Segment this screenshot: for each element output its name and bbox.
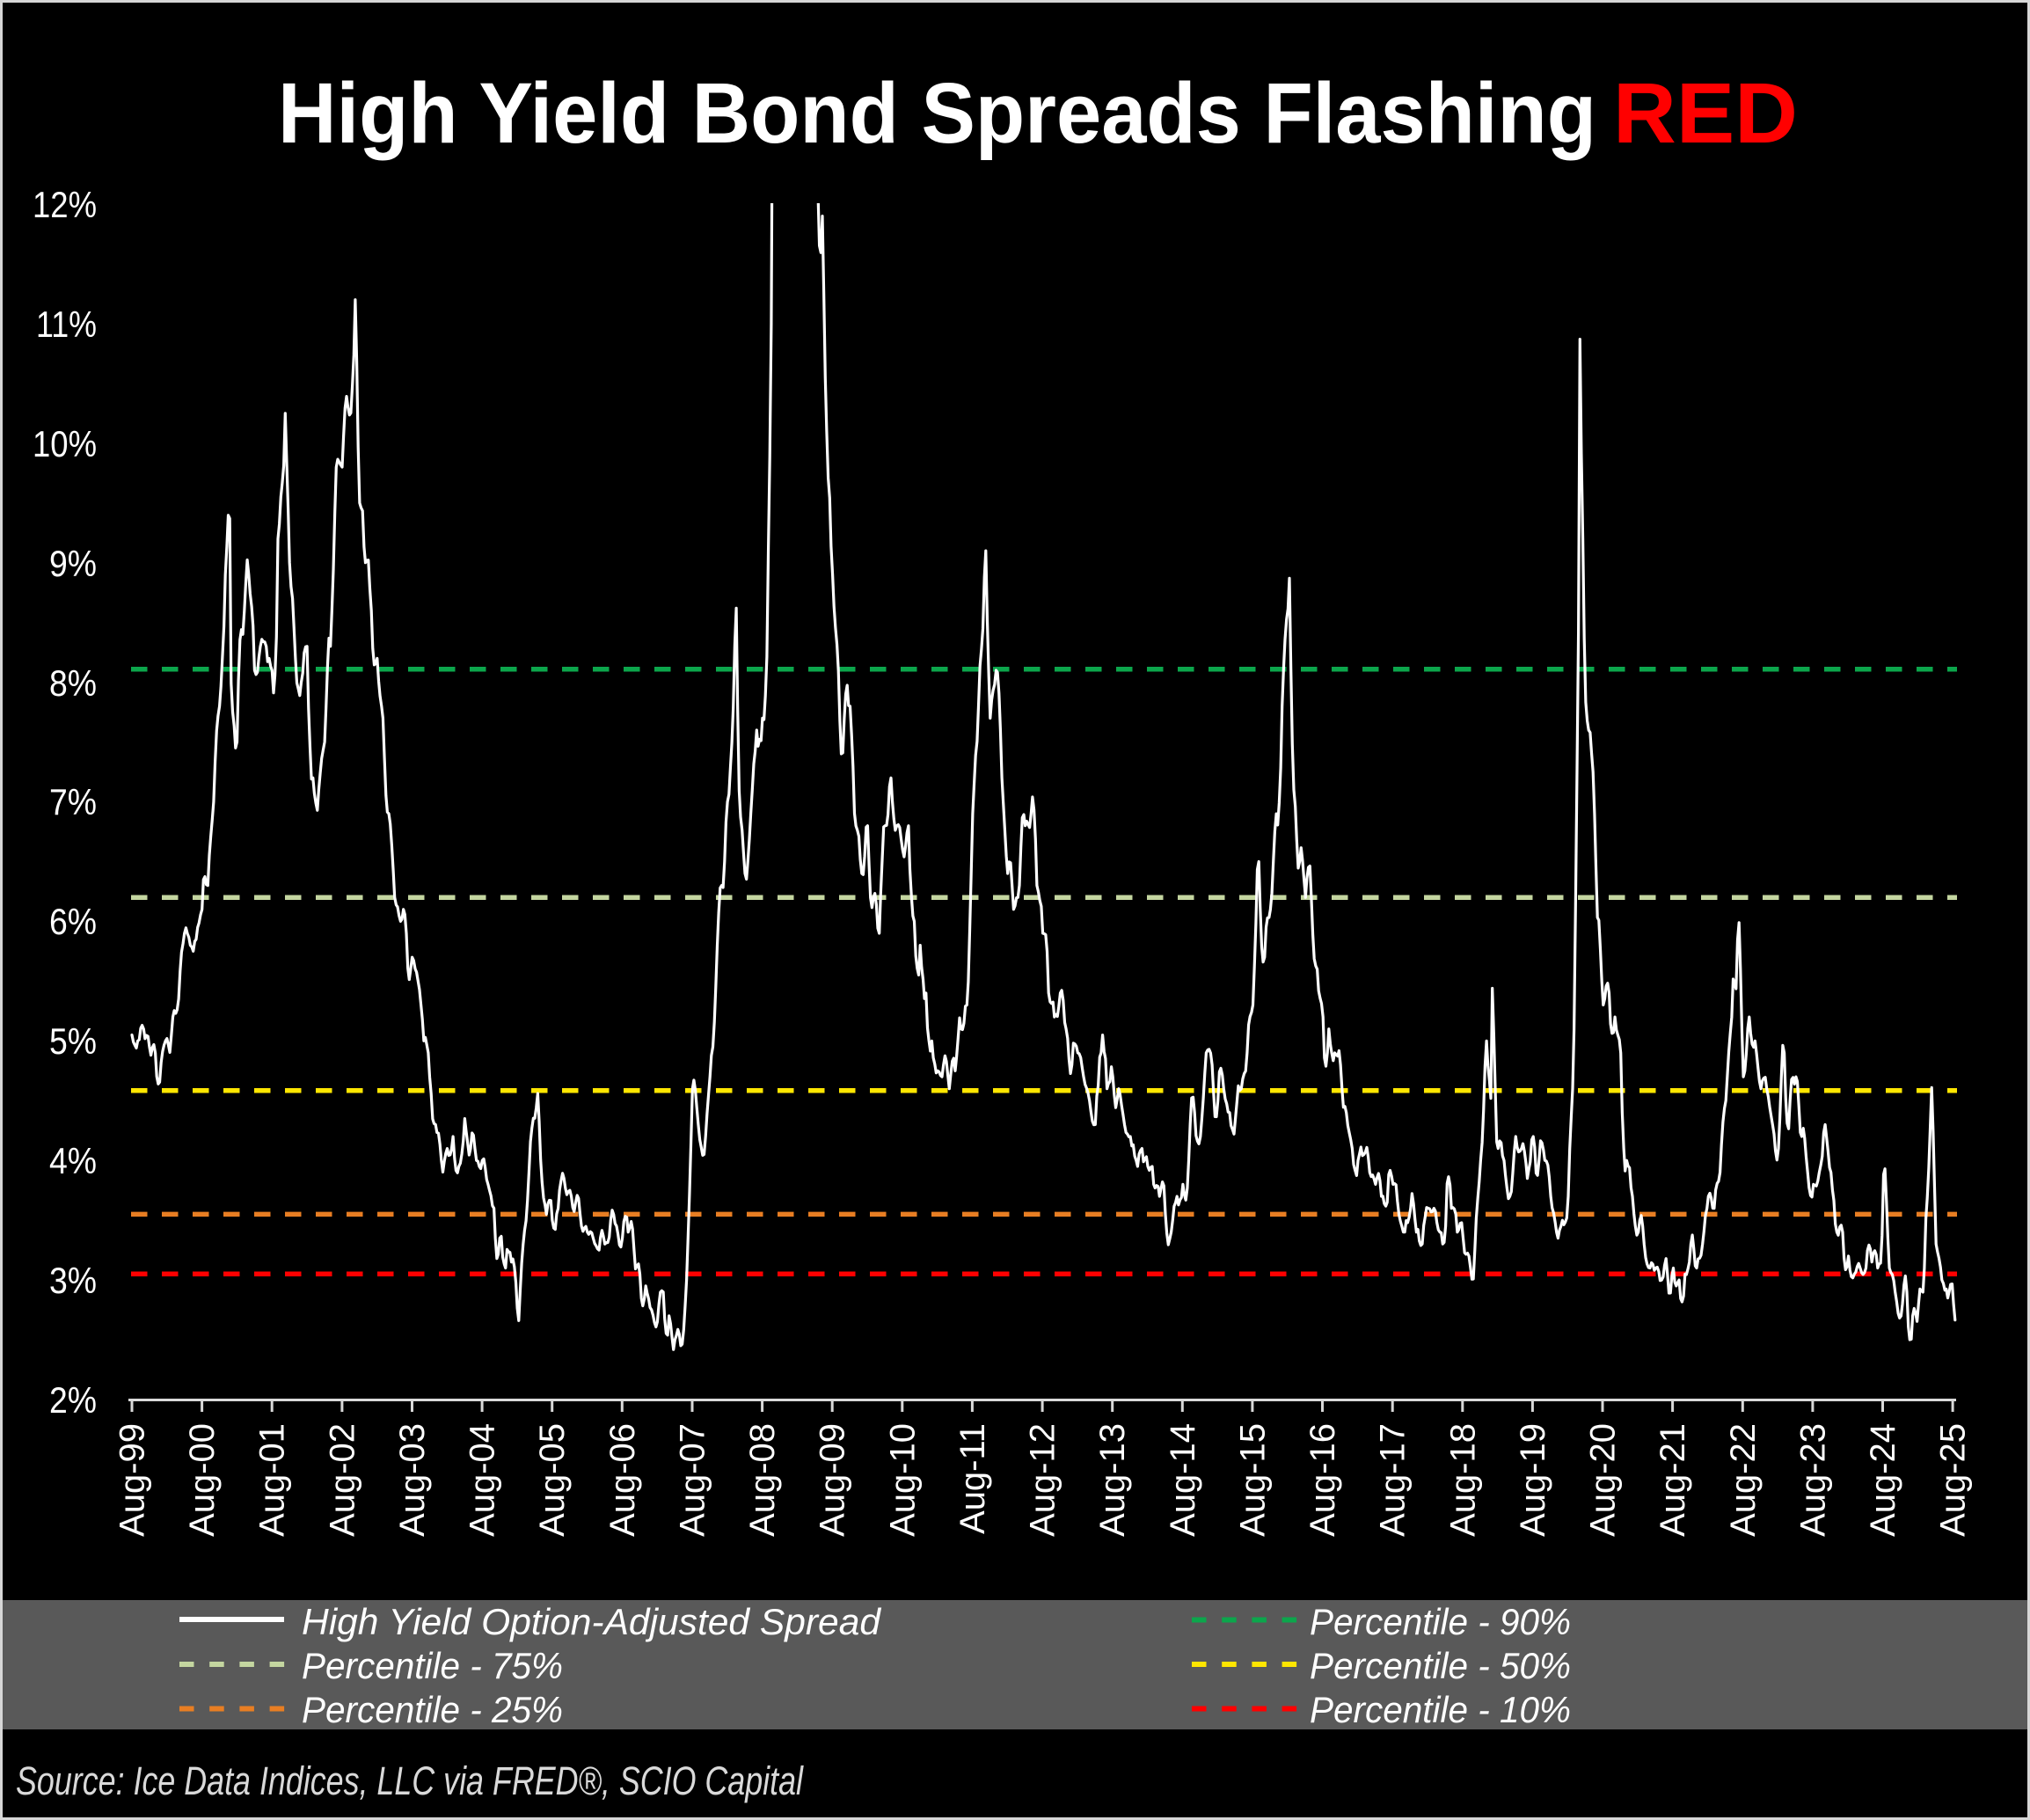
svg-text:Aug-09: Aug-09 <box>814 1423 852 1537</box>
svg-text:Aug-23: Aug-23 <box>1793 1423 1832 1537</box>
svg-text:10%: 10% <box>33 423 97 464</box>
svg-text:Percentile - 10%: Percentile - 10% <box>1310 1689 1571 1730</box>
svg-text:Aug-14: Aug-14 <box>1164 1423 1202 1537</box>
svg-text:Aug-10: Aug-10 <box>883 1423 922 1537</box>
svg-text:Aug-20: Aug-20 <box>1584 1423 1623 1537</box>
svg-text:Aug-18: Aug-18 <box>1443 1423 1482 1537</box>
svg-text:2%: 2% <box>49 1379 97 1421</box>
svg-text:Aug-16: Aug-16 <box>1303 1423 1342 1537</box>
svg-text:Aug-21: Aug-21 <box>1654 1423 1692 1537</box>
svg-text:Aug-99: Aug-99 <box>113 1423 152 1537</box>
svg-text:Aug-04: Aug-04 <box>464 1423 502 1537</box>
svg-text:Aug-06: Aug-06 <box>603 1423 642 1537</box>
svg-text:Aug-08: Aug-08 <box>743 1423 782 1537</box>
svg-text:8%: 8% <box>49 662 97 704</box>
svg-text:Percentile - 25%: Percentile - 25% <box>302 1689 563 1730</box>
svg-text:Aug-19: Aug-19 <box>1514 1423 1552 1537</box>
svg-text:12%: 12% <box>33 184 97 225</box>
svg-text:Aug-24: Aug-24 <box>1864 1423 1902 1537</box>
svg-text:3%: 3% <box>49 1260 97 1301</box>
svg-text:Aug-11: Aug-11 <box>953 1423 992 1534</box>
svg-text:Aug-01: Aug-01 <box>253 1423 292 1537</box>
svg-text:Aug-13: Aug-13 <box>1093 1423 1132 1537</box>
svg-text:6%: 6% <box>49 901 97 942</box>
svg-text:Aug-25: Aug-25 <box>1934 1423 1973 1537</box>
svg-text:Aug-05: Aug-05 <box>533 1423 572 1537</box>
svg-text:Aug-03: Aug-03 <box>393 1423 432 1537</box>
svg-text:Percentile - 75%: Percentile - 75% <box>302 1645 563 1686</box>
svg-text:Source: Ice Data Indices, LLC: Source: Ice Data Indices, LLC via FRED®,… <box>16 1758 805 1803</box>
svg-text:Aug-07: Aug-07 <box>674 1423 712 1537</box>
svg-text:Aug-17: Aug-17 <box>1374 1423 1413 1537</box>
svg-text:4%: 4% <box>49 1140 97 1181</box>
svg-text:RED: RED <box>1613 65 1798 161</box>
svg-text:Percentile - 50%: Percentile - 50% <box>1310 1645 1571 1686</box>
svg-text:Aug-15: Aug-15 <box>1233 1423 1272 1537</box>
svg-text:High Yield Bond Spreads Flashi: High Yield Bond Spreads Flashing <box>278 65 1596 161</box>
svg-text:5%: 5% <box>49 1020 97 1062</box>
svg-text:Percentile - 90%: Percentile - 90% <box>1310 1601 1571 1642</box>
svg-text:11%: 11% <box>36 303 97 345</box>
svg-text:Aug-12: Aug-12 <box>1024 1423 1062 1537</box>
svg-text:Aug-22: Aug-22 <box>1724 1423 1763 1537</box>
svg-text:High Yield Option-Adjusted Spr: High Yield Option-Adjusted Spread <box>302 1601 882 1642</box>
svg-text:7%: 7% <box>49 781 97 822</box>
svg-text:Aug-02: Aug-02 <box>323 1423 361 1537</box>
svg-text:9%: 9% <box>49 543 97 584</box>
svg-text:Aug-00: Aug-00 <box>183 1423 222 1537</box>
